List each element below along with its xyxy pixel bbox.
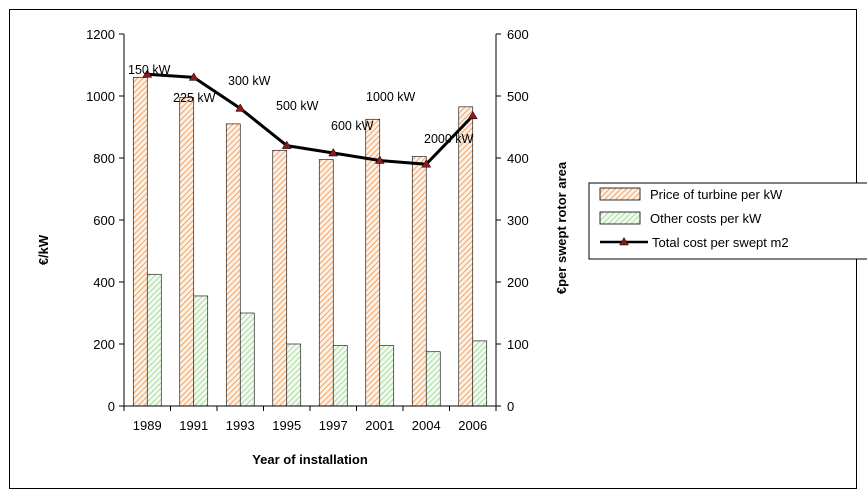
marker-total-1993 [235, 103, 246, 112]
legend-swatch-price [599, 187, 641, 201]
y-tick-label-right: 300 [507, 213, 529, 228]
marker-total-2004 [421, 159, 432, 168]
bar-other-1989 [146, 273, 162, 407]
bar-price-2004 [411, 156, 427, 407]
legend: Price of turbine per kW Other costs per … [588, 182, 867, 260]
y-tick-label-left: 0 [108, 399, 115, 414]
x-tick-label-1989: 1989 [133, 418, 162, 433]
bar-other-2004 [425, 351, 441, 407]
annotation-500-kw: 500 kW [276, 99, 319, 113]
marker-total-1997 [328, 148, 339, 157]
marker-total-1989 [142, 69, 153, 78]
bar-price-1989 [132, 77, 148, 407]
annotation-600-kw: 600 kW [331, 119, 374, 133]
legend-swatch-other [599, 211, 641, 225]
annotation-225-kw: 225 kW [173, 91, 216, 105]
y-tick-label-left: 600 [93, 213, 115, 228]
y-tick-label-right: 600 [507, 27, 529, 42]
annotation-150-kw: 150 kW [128, 63, 171, 77]
y-tick-label-right: 400 [507, 151, 529, 166]
x-tick-label-2006: 2006 [458, 418, 487, 433]
x-tick-label-1995: 1995 [272, 418, 301, 433]
chart: 0 200 400 600 800 1000 1200 0 100 200 300 400 500 600… [36, 27, 867, 467]
marker-total-2001 [374, 155, 385, 164]
y-tick-label-left: 200 [93, 337, 115, 352]
legend-label-other: Other costs per kW [650, 211, 762, 226]
y-tick-label-left: 400 [93, 275, 115, 290]
bar-price-1997 [318, 159, 334, 407]
annotation-2000-kw: 2000 kW [424, 132, 474, 146]
bar-other-1997 [332, 345, 348, 407]
x-tick-label-2004: 2004 [412, 418, 441, 433]
bar-other-2006 [472, 340, 488, 407]
y-tick-label-right: 0 [507, 399, 514, 414]
y-axis-title-right: €per swept rotor area [554, 161, 569, 294]
marker-total-1995 [281, 140, 292, 149]
x-tick-label-2001: 2001 [365, 418, 394, 433]
y-tick-label-right: 200 [507, 275, 529, 290]
annotation-300-kw: 300 kW [228, 74, 271, 88]
bar-price-1993 [225, 123, 241, 407]
y-tick-label-right: 500 [507, 89, 529, 104]
x-tick-label-1997: 1997 [319, 418, 348, 433]
legend-marker-total [619, 237, 629, 246]
line-total-cost [147, 72, 474, 166]
x-axis-title: Year of installation [252, 452, 368, 467]
legend-label-price: Price of turbine per kW [650, 187, 783, 202]
x-tick-label-1993: 1993 [226, 418, 255, 433]
marker-total-1991 [188, 72, 199, 81]
bar-other-1993 [239, 312, 255, 407]
y-tick-label-left: 800 [93, 151, 115, 166]
annotation-1000-kw: 1000 kW [366, 90, 416, 104]
bar-other-1991 [193, 295, 209, 407]
bar-price-1991 [179, 97, 195, 407]
y-tick-label-left: 1000 [86, 89, 115, 104]
bar-other-1995 [286, 343, 302, 407]
y-tick-label-right: 100 [507, 337, 529, 352]
legend-label-total: Total cost per swept m2 [652, 235, 789, 250]
x-tick-label-1991: 1991 [179, 418, 208, 433]
y-axis-title-left: €/kW [36, 234, 51, 265]
bar-other-2001 [379, 345, 395, 407]
marker-total-2006 [467, 110, 478, 120]
bar-price-2006 [458, 106, 474, 407]
y-tick-label-left: 1200 [86, 27, 115, 42]
bar-price-1995 [272, 149, 288, 407]
